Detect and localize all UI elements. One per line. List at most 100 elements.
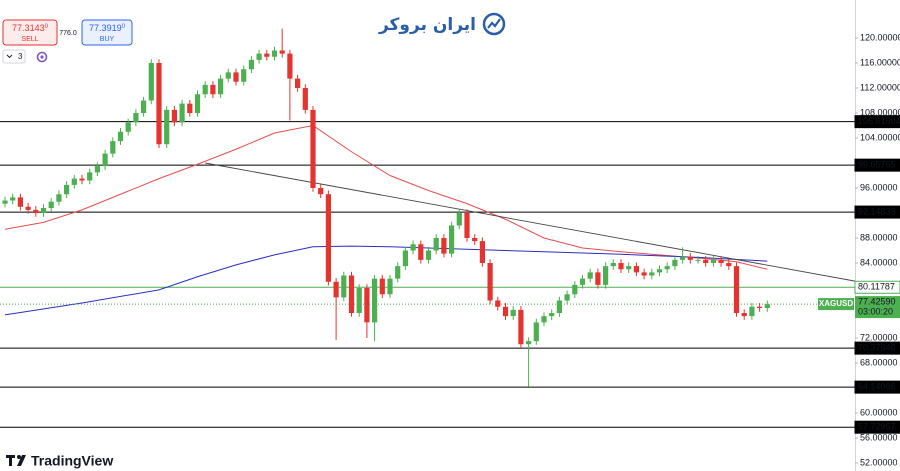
candle [549,309,555,320]
candle [171,106,177,127]
candle-body [610,263,616,267]
candle [225,68,231,83]
countdown: 03:00:20 [858,306,893,316]
candle [764,300,770,312]
candle-body [164,109,170,145]
candle-body [141,100,147,113]
level-label-box [854,420,900,434]
candle [626,262,632,273]
candle [410,240,416,255]
candle-body [372,278,378,323]
candle [156,59,162,148]
candle [356,284,362,317]
candle-body [310,109,316,188]
level-label: 70.37946 [858,343,896,353]
candle-body [156,63,162,145]
candle [456,209,462,230]
candle-body [541,316,547,323]
candle [25,203,31,214]
candle-body [248,59,254,70]
y-tick-label: 88.00000 [860,232,898,242]
sell-button[interactable]: 77.31430 SELL [2,19,58,46]
candle-body [187,103,193,113]
sell-pips: 43 [35,23,45,33]
candle-body [764,304,770,308]
candle [556,296,562,317]
candle [71,174,77,189]
level-label-box [854,341,900,355]
candle [364,284,370,338]
candle-body [17,197,23,207]
candle-body [526,341,532,345]
candle [40,204,47,217]
sell-fraction: 0 [45,24,49,30]
candle-body [710,259,716,263]
candle [10,193,16,205]
buy-button[interactable]: 77.39190 BUY [81,19,133,46]
candle [579,274,586,289]
candle [279,28,285,58]
candle [633,262,639,277]
candle [672,256,678,270]
candle-body [56,194,62,202]
candle-body [341,275,347,298]
level-label: 92.14839 [858,206,896,216]
candle [194,90,201,117]
candle [695,256,701,264]
indicator-box [2,49,26,64]
level-label-box [854,158,900,172]
candle [749,303,755,320]
candle [718,256,724,267]
candle-body [64,184,70,195]
candle-body [364,288,370,323]
candle-body [287,53,293,79]
candle-body [572,284,578,295]
candle-body [433,238,439,251]
candle-body [687,256,693,260]
buy-pips: 19 [112,23,122,33]
indicator-toggle[interactable]: 3 [2,49,26,64]
candle-body [479,241,485,263]
candle [518,306,524,348]
candle-body [680,256,686,260]
logo-icon-ring [482,12,506,36]
candle [64,181,70,198]
candle-body [279,50,285,54]
candle [187,99,193,117]
buy-box [81,19,133,46]
candle-body [518,309,524,345]
candle [641,268,647,280]
candle-body [48,201,54,208]
candle-body [456,213,462,226]
candle [264,49,270,61]
price-label: 77.42590 [858,296,896,306]
candle-body [595,272,601,285]
candle-body [241,69,247,82]
candle [17,193,23,211]
candle-body [295,78,301,88]
candle [79,174,85,185]
candle [33,206,39,217]
candle-body [641,272,647,276]
candle-body [333,281,339,298]
refresh-icon[interactable] [36,51,48,63]
logo-icon-arrow [487,18,501,29]
candle [325,190,331,286]
price-label-box [855,296,900,319]
candle [733,262,740,317]
candle [741,309,747,320]
candle [148,59,154,105]
candle-body [202,84,208,95]
tradingview-logo: TradingView [6,453,113,469]
candle [333,278,339,340]
candle [241,65,247,86]
candle [664,262,670,273]
candle [472,234,478,245]
spread: 776.0 [59,30,77,37]
sell-box [2,19,58,46]
sell-price-main: 77.31 [12,23,35,33]
candle-body [533,322,539,342]
candle-body [656,269,663,273]
y-tick-label: 56.00000 [860,432,898,442]
